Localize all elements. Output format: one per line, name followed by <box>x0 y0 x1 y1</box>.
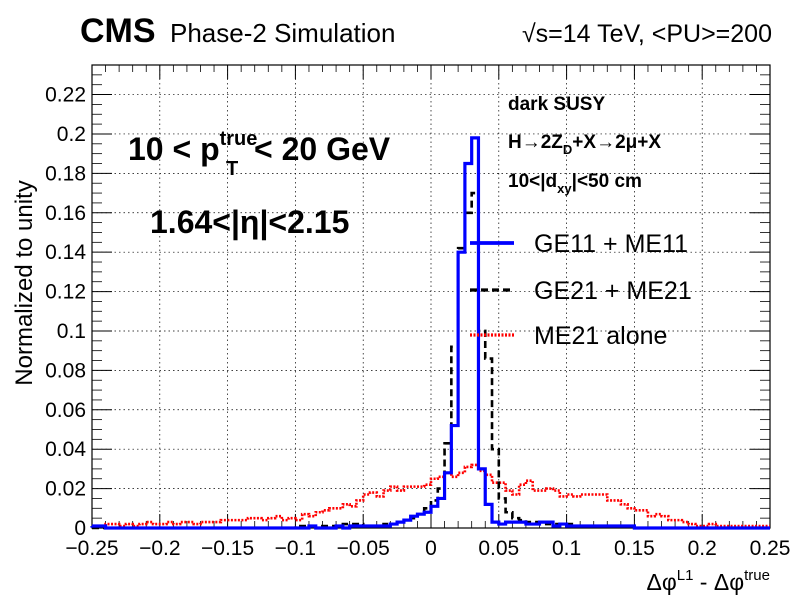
y-tick-label: 0.16 <box>45 202 86 225</box>
x-tick-label: −0.15 <box>201 537 254 560</box>
x-tick-label: 0.05 <box>478 537 519 560</box>
y-tick-label: 0.04 <box>45 438 86 461</box>
legend-label-me21: ME21 alone <box>534 322 667 350</box>
model-label: dark SUSY <box>508 94 605 115</box>
y-tick-label: 0.08 <box>45 359 86 382</box>
x-tick-label: −0.2 <box>139 537 180 560</box>
dxy-cut-label: 10<|dxy|<50 cm <box>508 171 642 196</box>
y-tick-label: 0.02 <box>45 478 86 501</box>
process-label: H→2ZD+X→2μ+X <box>508 132 661 157</box>
x-tick-label: 0.15 <box>614 537 655 560</box>
conditions-label: √s=14 TeV, <PU>=200 <box>522 20 772 48</box>
y-tick-label: 0.1 <box>57 320 86 343</box>
eta-cut-label: 1.64<|η|<2.15 <box>150 204 349 240</box>
x-axis-title: ΔφL1 - Δφtrue <box>646 567 770 595</box>
y-tick-labels: 0 0.02 0.04 0.06 0.08 0.1 0.12 0.14 0.16 0.18 0.2 0… <box>45 84 86 540</box>
axis-ticks <box>91 65 771 529</box>
series-ge11-histogram <box>92 136 770 530</box>
cms-label: CMS <box>80 12 156 50</box>
series-me21-histogram <box>92 463 770 528</box>
x-tick-label: −0.1 <box>275 537 316 560</box>
x-tick-label: −0.05 <box>337 537 390 560</box>
x-tick-label: 0.25 <box>750 537 791 560</box>
x-tick-label: 0.1 <box>552 537 581 560</box>
x-tick-label: 0.2 <box>688 537 717 560</box>
legend-label-ge11: GE11 + ME11 <box>534 230 688 258</box>
y-tick-label: 0.06 <box>45 399 86 422</box>
y-tick-label: 0 <box>74 517 86 540</box>
x-tick-label: −0.25 <box>65 537 118 560</box>
legend: GE11 + ME11 GE21 + ME21 ME21 alone <box>470 230 692 350</box>
y-axis-title: Normalized to unity <box>11 180 38 385</box>
pt-cut-label: 10 < ptrue T< 20 GeV <box>128 128 391 180</box>
y-tick-label: 0.12 <box>45 281 86 304</box>
y-tick-label: 0.18 <box>45 162 86 185</box>
y-tick-label: 0.14 <box>45 241 86 264</box>
x-tick-labels: −0.25 −0.2 −0.15 −0.1 −0.05 0 0.05 0.1 0.15 0.2 0.… <box>65 537 790 560</box>
grid-lines <box>92 65 770 528</box>
legend-label-ge21: GE21 + ME21 <box>534 277 692 305</box>
y-tick-label: 0.2 <box>57 123 86 146</box>
simulation-label: Phase-2 Simulation <box>170 18 395 48</box>
histogram-series <box>92 136 770 530</box>
y-tick-label: 0.22 <box>45 84 86 107</box>
x-tick-label: 0 <box>425 537 437 560</box>
